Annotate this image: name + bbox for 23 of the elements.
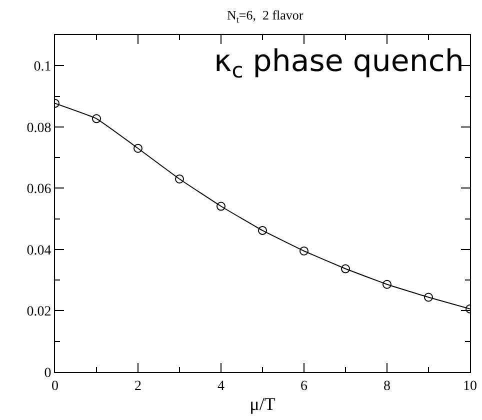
point	[134, 144, 142, 153]
x-tick-label: 10	[463, 378, 477, 394]
y-tick-label: 0.06	[26, 182, 52, 198]
y-tick-label: 0.1	[34, 60, 52, 75]
x-tick-label: 8	[384, 378, 390, 394]
point	[258, 226, 267, 235]
point	[424, 292, 433, 302]
y-tick-label: 0.04	[26, 243, 52, 258]
point	[92, 114, 101, 124]
point	[382, 280, 392, 289]
annotation: κ$_{c}$ phase quench	[214, 44, 464, 82]
y-tick-label: 0	[44, 366, 52, 381]
point	[216, 202, 226, 211]
y-tick-label: 0.08	[26, 120, 52, 136]
point	[175, 174, 184, 184]
y-tick-label: 0.02	[26, 304, 52, 320]
x-tick-label: 2	[134, 378, 142, 394]
x-tick-label: 6	[300, 378, 308, 394]
point	[341, 264, 350, 274]
point	[300, 246, 308, 256]
x-axis-title: μ/T	[250, 394, 276, 414]
x-tick-label: 4	[218, 378, 224, 394]
chart-title: N$_{t}$=6, 2 flavor	[226, 8, 304, 24]
